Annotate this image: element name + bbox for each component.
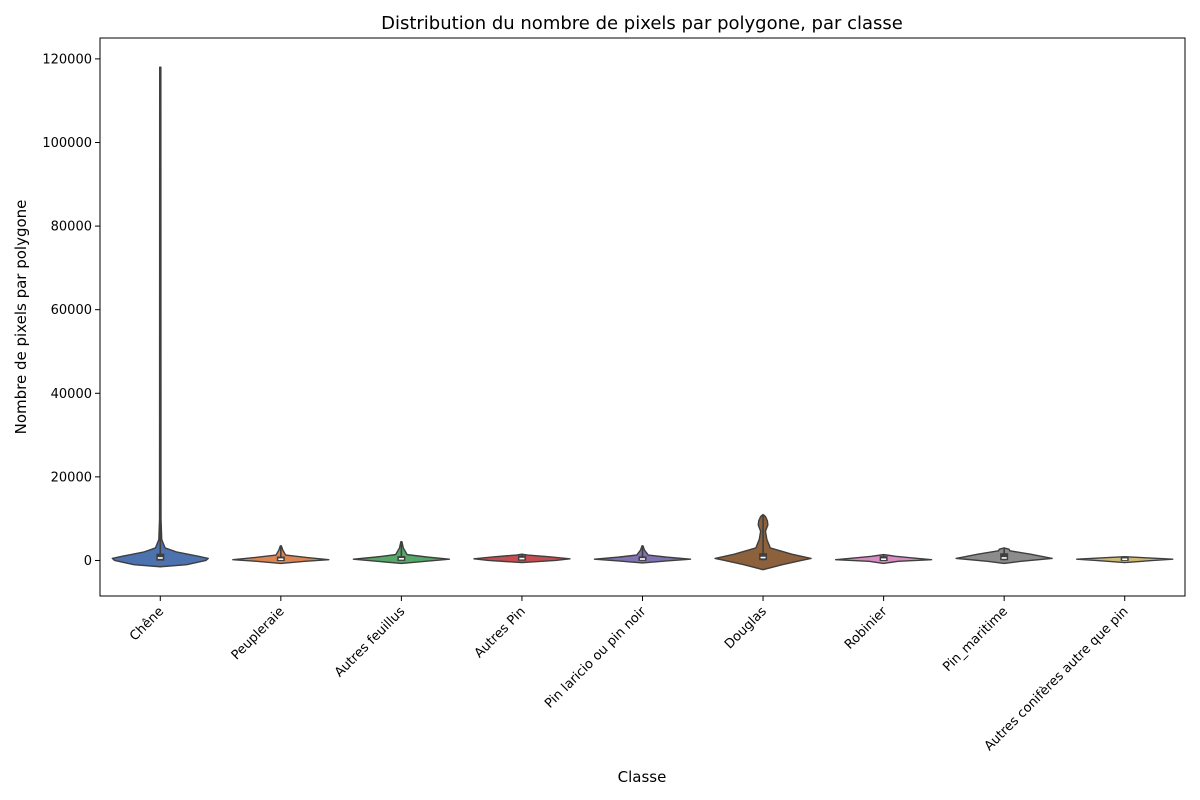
violin-autres-pin [473, 553, 571, 564]
violin-autres-feuillus [352, 540, 451, 565]
y-tick-label: 100000 [42, 136, 92, 151]
violin-chene [111, 66, 209, 568]
y-tick-label: 40000 [51, 387, 92, 402]
violin-pin-maritime [955, 547, 1053, 565]
x-axis-title: Classe [618, 768, 667, 786]
violin-autres-coniferes-autre-que-pin [1076, 556, 1174, 564]
y-axis: 0 20000 40000 60000 80000 100000 120000 [42, 52, 100, 569]
y-axis-title: Nombre de pixels par polygone [12, 200, 30, 435]
chart-title: Distribution du nombre de pixels par pol… [381, 13, 903, 34]
y-tick-label: 20000 [51, 470, 92, 485]
y-tick-label: 80000 [51, 220, 92, 235]
violin-box-pin-maritime [1000, 553, 1009, 561]
violin-robinier [834, 553, 933, 565]
y-tick-label: 0 [84, 554, 92, 569]
plot-area [111, 66, 1174, 571]
y-tick-label: 60000 [51, 303, 92, 318]
violin-box-douglas [759, 553, 768, 561]
violin-pin-laricio-ou-pin-noir [593, 545, 692, 564]
y-tick-label: 120000 [42, 52, 92, 67]
violin-peupleraie [232, 545, 330, 565]
violin-douglas [714, 513, 812, 571]
violin-box-chene [156, 553, 165, 561]
